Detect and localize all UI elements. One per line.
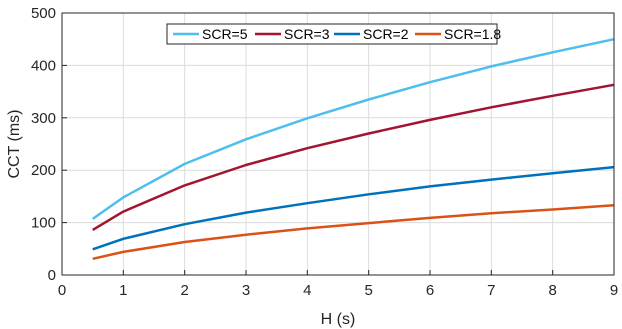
x-tick-labels: 0 1 2 3 4 5 6 7 8 9 [58,282,618,299]
x-tick-label: 0 [58,282,66,299]
legend: SCR=5 SCR=3 SCR=2 SCR=1.8 [166,23,501,45]
series-line-scr-2 [92,165,615,251]
y-tick-label: 300 [31,110,56,127]
legend-label: SCR=3 [284,26,330,42]
x-tick-label: 1 [119,282,127,299]
series-line-scr-1-8 [92,204,615,261]
y-axis-label: CCT (ms) [6,109,23,178]
x-tick-label: 4 [303,282,311,299]
y-tick-label: 500 [31,5,56,22]
x-axis-label: H (s) [321,311,356,328]
y-tick-label: 200 [31,162,56,179]
legend-label: SCR=5 [202,26,248,42]
y-tick-label: 0 [48,267,56,284]
x-tick-label: 3 [242,282,250,299]
x-tick-label: 7 [487,282,495,299]
y-tick-labels: 0 100 200 300 400 500 [31,5,56,284]
legend-box [166,23,498,45]
grid-lines [61,12,615,276]
x-tick-label: 8 [548,282,556,299]
y-tick-label: 400 [31,57,56,74]
x-tick-label: 2 [180,282,188,299]
x-tick-label: 9 [610,282,618,299]
series-lines [91,37,615,261]
x-tick-label: 6 [426,282,434,299]
legend-label: SCR=1.8 [444,26,501,42]
y-tick-label: 100 [31,215,56,232]
series-line-scr-3 [92,83,615,231]
plot-frame [61,12,615,276]
series-line-scr-5 [91,37,615,220]
x-tick-label: 5 [364,282,372,299]
legend-label: SCR=2 [363,26,409,42]
